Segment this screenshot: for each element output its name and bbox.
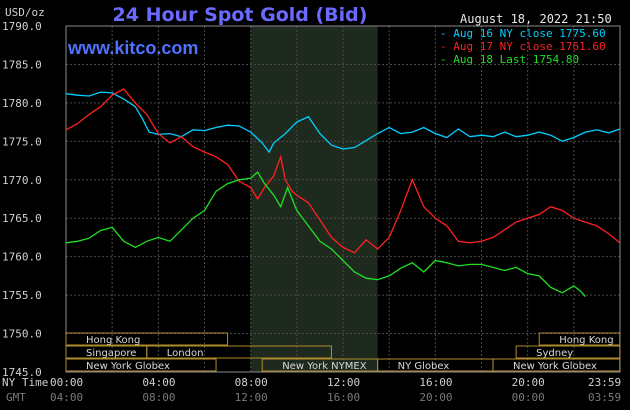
y-tick-label: 1775.0 (2, 135, 42, 148)
x-tick-gmt: 16:00 (327, 391, 360, 404)
y-tick-label: 1780.0 (2, 97, 42, 110)
ny-time-label: NY Time (2, 376, 48, 389)
x-tick-ny: 12:00 (327, 376, 360, 389)
timestamp: August 18, 2022 21:50 (460, 12, 612, 26)
y-tick-label: 1785.0 (2, 58, 42, 71)
y-tick-label: 1790.0 (2, 20, 42, 33)
y-tick-label: 1765.0 (2, 212, 42, 225)
session-label: New York Globex (513, 361, 597, 372)
legend-entry-aug18: - Aug 18 Last 1754.80 (440, 53, 580, 66)
y-tick-label: 1755.0 (2, 289, 42, 302)
y-tick-label: 1770.0 (2, 174, 42, 187)
series-line-2 (65, 88, 621, 254)
y-tick-label: 1750.0 (2, 328, 42, 341)
x-tick-ny: 04:00 (142, 376, 175, 389)
session-label: Sydney (536, 348, 573, 359)
x-tick-ny: 20:00 (512, 376, 545, 389)
session-label: Hong Kong (559, 335, 613, 346)
x-tick-gmt: 08:00 (142, 391, 175, 404)
y-tick-label: 1745.0 (2, 366, 42, 379)
chart-title: 24 Hour Spot Gold (Bid) (112, 4, 368, 26)
y-tick-label: 1760.0 (2, 251, 42, 264)
session-label: Hong Kong (86, 335, 140, 346)
x-tick-gmt: 12:00 (235, 391, 268, 404)
gmt-label: GMT (6, 391, 26, 404)
session-box (65, 358, 217, 372)
plot-frame (65, 25, 621, 373)
session-label: Singapore (86, 348, 136, 359)
session-label: NY Globex (398, 361, 450, 372)
x-tick-ny: 08:00 (235, 376, 268, 389)
x-tick-gmt: 03:59 (588, 391, 621, 404)
x-tick-ny: 16:00 (419, 376, 452, 389)
session-box (492, 358, 621, 372)
series-line-1 (65, 91, 621, 154)
unit-label: USD/oz (5, 6, 45, 19)
series-line-3 (65, 171, 586, 298)
x-tick-gmt: 04:00 (50, 391, 83, 404)
brand-watermark[interactable]: www.kitco.com (68, 38, 199, 58)
session-box (538, 332, 621, 346)
session-box (515, 345, 621, 359)
session-label: New York NYMEX (282, 361, 367, 372)
x-tick-ny: 23:59 (588, 376, 621, 389)
x-tick-gmt: 00:00 (512, 391, 545, 404)
session-label: London (167, 348, 204, 359)
us-session-highlight (250, 26, 378, 372)
session-label: New York Globex (86, 361, 170, 372)
session-box (146, 345, 332, 359)
x-tick-ny: 00:00 (50, 376, 83, 389)
session-box (65, 332, 229, 346)
x-tick-gmt: 20:00 (419, 391, 452, 404)
